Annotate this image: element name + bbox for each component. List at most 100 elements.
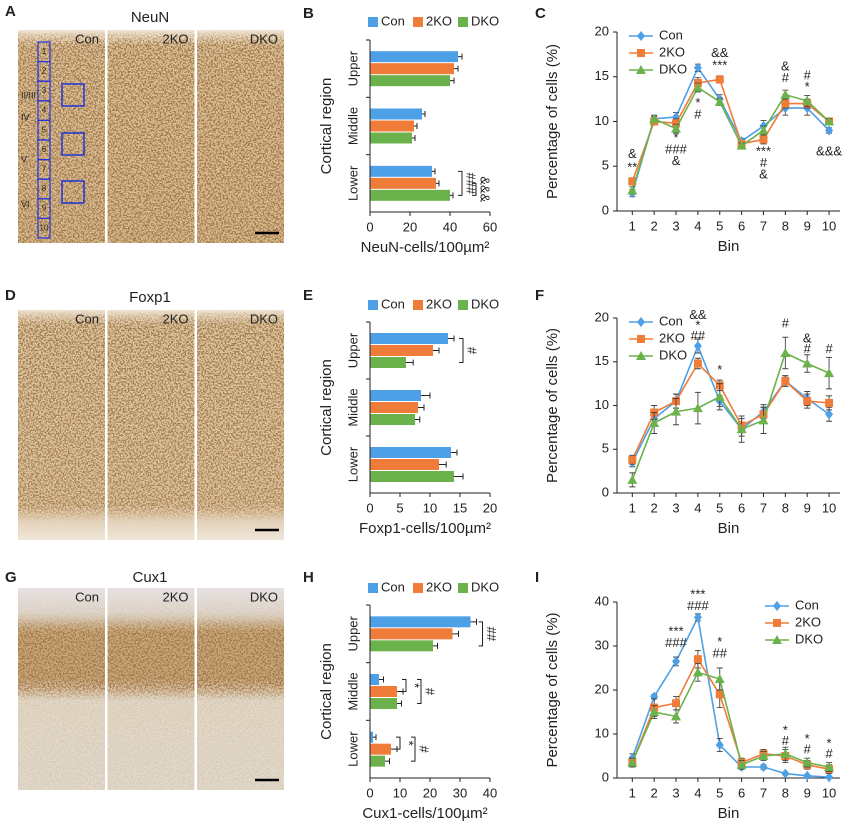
annotation: * xyxy=(695,317,700,332)
y-tick-label: Upper xyxy=(345,332,360,368)
x-tick-label: 5 xyxy=(716,500,723,515)
marker xyxy=(714,391,725,401)
y-axis-label: Percentage of cells (%) xyxy=(544,612,561,767)
marker xyxy=(825,398,834,407)
annotation: * xyxy=(805,79,810,94)
legend-swatch xyxy=(368,583,378,593)
column-label: DKO xyxy=(250,311,278,326)
marker xyxy=(736,424,747,434)
series-line xyxy=(631,614,830,778)
legend-marker xyxy=(637,335,645,343)
legend-label: 2KO xyxy=(659,44,685,59)
marker xyxy=(693,359,702,368)
x-tick-label: 20 xyxy=(483,500,497,515)
x-tick-label: 40 xyxy=(443,219,457,234)
legend-label: Con xyxy=(795,597,819,612)
x-tick-label: 2 xyxy=(651,218,658,233)
panel-label: G xyxy=(5,569,17,586)
marker xyxy=(758,751,769,760)
marker xyxy=(693,655,702,664)
y-tick-label: 15 xyxy=(595,353,609,368)
bracket xyxy=(459,338,464,363)
annotation: &&& xyxy=(816,143,842,158)
bar xyxy=(370,471,454,482)
bar xyxy=(370,75,450,87)
marker xyxy=(824,762,835,771)
legend-label: Con xyxy=(381,296,405,311)
bar xyxy=(370,686,397,697)
bin-number: 2 xyxy=(42,67,47,76)
marker xyxy=(825,409,834,420)
marker xyxy=(672,699,681,708)
error-bar xyxy=(458,53,463,60)
y-tick-label: Lower xyxy=(345,165,360,201)
legend-swatch xyxy=(368,17,378,27)
x-tick-label: 0 xyxy=(366,785,373,800)
bar xyxy=(370,357,406,368)
x-tick-label: 5 xyxy=(716,218,723,233)
marker xyxy=(628,177,637,186)
bracket xyxy=(396,736,401,750)
legend-marker xyxy=(772,635,782,644)
annotation: # xyxy=(804,341,812,356)
legend-label: DKO xyxy=(471,296,499,311)
x-tick-label: 9 xyxy=(804,218,811,233)
marker xyxy=(692,403,703,413)
legend-label: Con xyxy=(381,13,405,28)
micrograph-cells xyxy=(197,588,284,790)
marker xyxy=(758,415,769,425)
legend-label: DKO xyxy=(659,347,687,362)
y-tick-label: 30 xyxy=(595,637,609,652)
layer-label: II/III xyxy=(21,90,36,100)
layer-label: IV xyxy=(21,112,30,122)
x-axis-label: Cux1-cells/100µm² xyxy=(362,805,487,822)
column-label: Con xyxy=(75,589,99,604)
x-tick-label: 8 xyxy=(782,218,789,233)
error-bar xyxy=(379,676,384,683)
legend-swatch xyxy=(458,17,468,27)
marker xyxy=(803,770,812,781)
x-tick-label: 7 xyxy=(760,500,767,515)
sample-box xyxy=(61,132,85,156)
y-tick-label: Lower xyxy=(345,731,360,767)
marker xyxy=(649,113,660,123)
x-tick-label: 5 xyxy=(396,500,403,515)
bar xyxy=(370,402,418,413)
annotation: # xyxy=(760,155,768,170)
panel-label: A xyxy=(5,3,16,20)
column-label: 2KO xyxy=(162,589,188,604)
annotation: & xyxy=(781,58,790,73)
bar xyxy=(370,640,433,652)
error-bar xyxy=(418,404,425,411)
annotation: * xyxy=(717,634,722,649)
x-axis-label: Foxp1-cells/100µm² xyxy=(359,520,491,537)
x-tick-label: 9 xyxy=(804,785,811,800)
bar xyxy=(370,674,379,685)
annotation: & xyxy=(672,153,681,168)
bar xyxy=(370,333,448,344)
bracket xyxy=(411,736,416,762)
annotation: *** xyxy=(668,623,683,638)
sample-box xyxy=(61,180,85,204)
error-bar xyxy=(450,77,455,84)
y-tick-label: 20 xyxy=(595,23,609,38)
marker xyxy=(649,707,660,716)
series-line xyxy=(631,343,830,463)
legend-label: 2KO xyxy=(426,13,452,28)
annotation: & xyxy=(803,330,812,345)
legend-marker xyxy=(636,65,646,74)
column-label: Con xyxy=(75,311,99,326)
x-tick-label: 60 xyxy=(483,219,497,234)
bar xyxy=(370,120,414,132)
y-tick-label: 20 xyxy=(595,309,609,324)
micrograph-cells xyxy=(197,310,284,540)
marker xyxy=(714,674,725,683)
y-tick-label: 10 xyxy=(595,725,609,740)
bar xyxy=(370,698,397,709)
x-tick-label: 5 xyxy=(716,785,723,800)
x-tick-label: 0 xyxy=(366,219,373,234)
marker xyxy=(802,358,813,368)
bar xyxy=(370,132,412,144)
legend-marker xyxy=(773,601,781,611)
marker xyxy=(627,757,638,767)
